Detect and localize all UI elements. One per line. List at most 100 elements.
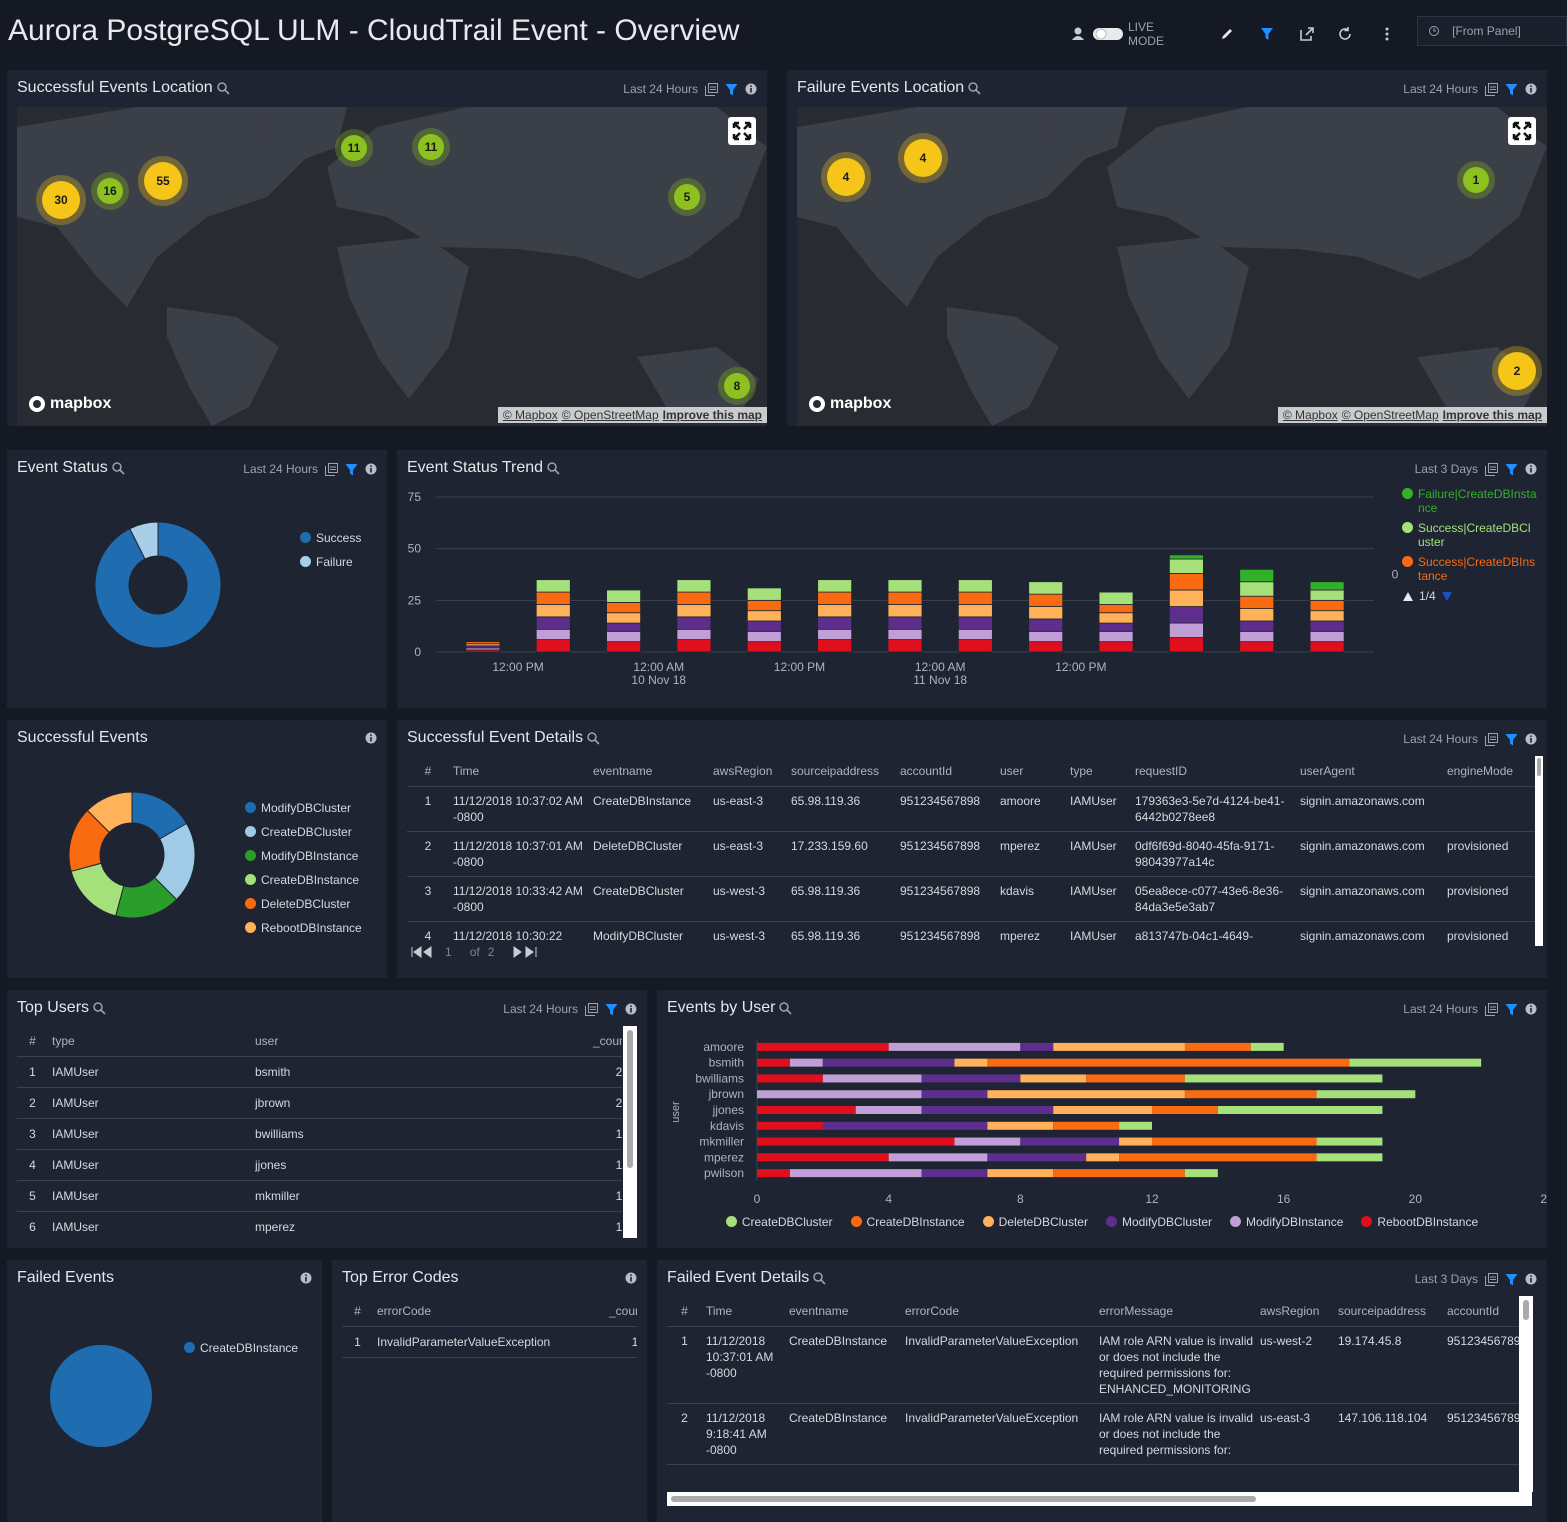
legend-item[interactable]: CreateDBInstance	[245, 873, 362, 887]
bar-segment[interactable]	[789, 1169, 922, 1178]
zoom-icon[interactable]	[967, 81, 981, 95]
bar-segment[interactable]	[957, 604, 993, 618]
bar-segment[interactable]	[606, 612, 642, 624]
column-header[interactable]: #	[342, 1296, 377, 1327]
info-icon[interactable]	[625, 1272, 637, 1284]
legend-item[interactable]: Success|CreateDBCluster	[1402, 521, 1537, 549]
zoom-icon[interactable]	[216, 81, 230, 95]
zoom-icon[interactable]	[778, 1001, 793, 1015]
scrollbar-thumb[interactable]	[671, 1496, 1256, 1502]
legend-item[interactable]: Success	[300, 531, 361, 545]
bar-segment[interactable]	[957, 591, 993, 605]
column-header[interactable]: type	[1070, 756, 1135, 787]
column-header[interactable]: accountId	[900, 756, 1000, 787]
legend-item[interactable]: Success|CreateDBInstance	[1402, 555, 1537, 583]
bar-segment[interactable]	[1098, 641, 1134, 653]
bar-segment[interactable]	[1028, 593, 1064, 607]
bar-segment[interactable]	[822, 1074, 922, 1083]
copy-icon[interactable]	[585, 1002, 598, 1016]
info-icon[interactable]	[365, 463, 377, 475]
bar-segment[interactable]	[606, 589, 642, 603]
filter-icon[interactable]	[725, 83, 738, 96]
zoom-icon[interactable]	[546, 461, 560, 475]
bar-segment[interactable]	[1316, 1153, 1383, 1162]
bar-segment[interactable]	[1239, 581, 1275, 597]
expand-button[interactable]	[1508, 117, 1536, 145]
bar-segment[interactable]	[1098, 591, 1134, 605]
bar-segment[interactable]	[1152, 1106, 1218, 1114]
bar-segment[interactable]	[1020, 1042, 1054, 1051]
bar-segment[interactable]	[606, 622, 642, 632]
bar-segment[interactable]	[676, 604, 712, 618]
bar-segment[interactable]	[746, 587, 782, 601]
table-row[interactable]: 1InvalidParameterValueException13	[342, 1326, 637, 1358]
copy-icon[interactable]	[705, 82, 718, 96]
info-icon[interactable]	[365, 732, 377, 744]
donut-slice[interactable]	[49, 1345, 152, 1447]
bar-segment[interactable]	[1309, 581, 1345, 591]
bar-segment[interactable]	[954, 1137, 1021, 1146]
bar-segment[interactable]	[535, 591, 571, 605]
bar-segment[interactable]	[987, 1153, 1087, 1162]
attribution-link[interactable]: Improve this map	[662, 408, 762, 422]
bar-segment[interactable]	[757, 1042, 889, 1051]
scrollbar-thumb[interactable]	[1523, 1300, 1529, 1320]
bar-segment[interactable]	[887, 579, 923, 593]
bar-segment[interactable]	[888, 1153, 988, 1162]
table-row[interactable]: 2IAMUserjbrown20	[17, 1087, 622, 1119]
cluster-marker[interactable]	[144, 162, 182, 200]
share-icon[interactable]	[1299, 26, 1337, 42]
copy-icon[interactable]	[1485, 732, 1498, 746]
info-icon[interactable]	[300, 1272, 312, 1284]
column-header[interactable]: awsRegion	[713, 756, 791, 787]
bar-segment[interactable]	[817, 579, 853, 593]
bar-segment[interactable]	[921, 1074, 1021, 1083]
bar-segment[interactable]	[1098, 630, 1134, 643]
bar-segment[interactable]	[1169, 589, 1204, 607]
donut-slice[interactable]	[94, 521, 222, 649]
column-header[interactable]: Time	[453, 756, 593, 787]
bar-segment[interactable]	[1098, 622, 1134, 632]
bar-segment[interactable]	[1053, 1169, 1185, 1178]
cluster-marker[interactable]	[418, 134, 444, 160]
bar-segment[interactable]	[1169, 558, 1204, 574]
bar-segment[interactable]	[855, 1106, 922, 1114]
bar-segment[interactable]	[746, 620, 782, 632]
table-row[interactable]: 1 11/12/2018 10:37:01 AM -0800 CreateDBIns…	[667, 1326, 1529, 1404]
bar-segment[interactable]	[1169, 637, 1204, 653]
bar-segment[interactable]	[606, 630, 642, 643]
bar-segment[interactable]	[1119, 1137, 1152, 1146]
column-header[interactable]: engineMode	[1447, 756, 1533, 787]
column-header[interactable]: eventname	[593, 756, 713, 787]
filter-icon[interactable]	[1505, 1003, 1518, 1016]
bar-segment[interactable]	[887, 604, 923, 618]
column-header[interactable]: #	[667, 1296, 706, 1327]
bar-segment[interactable]	[1020, 1074, 1087, 1083]
time-range-picker[interactable]: [From Panel]	[1417, 16, 1567, 46]
column-header[interactable]: errorCode	[905, 1296, 1099, 1327]
info-icon[interactable]	[1525, 463, 1537, 475]
legend-item[interactable]: RebootDBInstance	[1361, 1215, 1478, 1229]
info-icon[interactable]	[1525, 1003, 1537, 1015]
copy-icon[interactable]	[325, 462, 338, 476]
column-header[interactable]: sourceipaddress	[1338, 1296, 1447, 1327]
bar-segment[interactable]	[887, 639, 923, 653]
bar-segment[interactable]	[1028, 641, 1064, 653]
attribution-link[interactable]: © OpenStreetMap	[1341, 408, 1439, 422]
bar-segment[interactable]	[957, 628, 993, 640]
bar-segment[interactable]	[1309, 641, 1345, 653]
edit-icon[interactable]	[1219, 26, 1259, 42]
bar-segment[interactable]	[676, 616, 712, 630]
bar-segment[interactable]	[1053, 1106, 1152, 1114]
column-header[interactable]: userAgent	[1300, 756, 1447, 787]
bar-segment[interactable]	[1098, 612, 1134, 624]
attribution-link[interactable]: © Mapbox	[502, 408, 558, 422]
bar-segment[interactable]	[535, 639, 571, 653]
copy-icon[interactable]	[1485, 82, 1498, 96]
cluster-marker[interactable]	[827, 158, 865, 196]
bar-segment[interactable]	[957, 639, 993, 653]
legend-item[interactable]: ModifyDBCluster	[245, 801, 362, 815]
bar-segment[interactable]	[676, 591, 712, 605]
copy-icon[interactable]	[1485, 1272, 1498, 1286]
bar-segment[interactable]	[535, 616, 571, 630]
